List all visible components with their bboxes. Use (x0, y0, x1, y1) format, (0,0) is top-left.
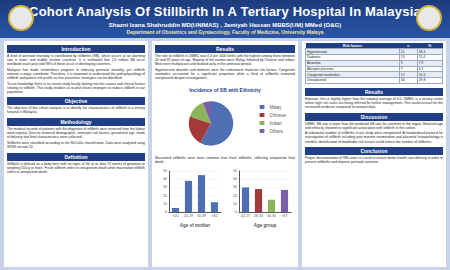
svg-text:Age of mother: Age of mother (180, 223, 211, 228)
html-text:Diabetes: Diabetes (307, 55, 321, 60)
html-text:Stillbirth is defined as a bab: Stillbirth is defined as a baby born wit… (7, 161, 145, 174)
svg-text:30: 30 (233, 186, 237, 190)
svg-text:<20: <20 (173, 214, 179, 218)
svg-text:Chinese: Chinese (269, 112, 286, 117)
html-text:29.8: 29.8 (418, 78, 426, 83)
svg-text:>37: >37 (282, 214, 288, 218)
html-text:Congenital anomalies: Congenital anomalies (307, 72, 340, 77)
html-text:n: n (407, 43, 410, 48)
svg-text:28-33: 28-33 (254, 214, 263, 218)
html-text:7.9: 7.9 (418, 61, 424, 66)
html-text:12: 12 (400, 72, 405, 77)
html-text:A third of perinatal mortality: A third of perinatal mortality is contri… (7, 54, 145, 67)
html-text:Methodology: Methodology (60, 119, 92, 125)
html-text:18.4: 18.4 (418, 49, 426, 54)
html-text:Risk factors: Risk factors (342, 43, 363, 48)
svg-text:Others: Others (269, 128, 283, 133)
html-text:13: 13 (400, 55, 405, 60)
svg-text:Indian: Indian (269, 120, 282, 125)
html-text:Cohort Analysis Of Stillbirth: Cohort Analysis Of Stillbirth In A Terti… (29, 4, 421, 19)
svg-text:0: 0 (235, 210, 237, 214)
svg-text:10: 10 (163, 202, 167, 206)
html-text:The objective of this cohort a: The objective of this cohort analysis is… (7, 106, 145, 115)
html-text:Discussion: Discussion (360, 113, 388, 120)
html-text:Unexplained: Unexplained (307, 78, 326, 83)
svg-text:22-27: 22-27 (241, 214, 250, 218)
svg-text:Age group: Age group (254, 223, 277, 228)
html-text:The medical records of patient: The medical records of patients with the… (7, 127, 145, 140)
html-text:6.1: 6.1 (418, 66, 424, 71)
html-text:7: 7 (400, 66, 403, 71)
svg-text:20: 20 (233, 194, 237, 198)
html-text:Proper documentation of SB cas: Proper documentation of SB cases is cruc… (305, 156, 443, 165)
svg-text:0: 0 (165, 210, 167, 214)
svg-text:10: 10 (233, 202, 237, 206)
svg-text:20: 20 (163, 194, 167, 198)
svg-text:Malay: Malay (269, 104, 282, 109)
html-text:A substantial number of stillb: A substantial number of stillbirths in o… (305, 131, 443, 144)
html-text:Shazni Izana Shahruddin MD(UNI: Shazni Izana Shahruddin MD(UNIMAS) , Jam… (108, 22, 342, 28)
svg-text:40: 40 (163, 177, 167, 181)
html-text:Results: Results (216, 46, 234, 52)
svg-text:30: 30 (163, 186, 167, 190)
html-text:Introduction: Introduction (61, 46, 91, 52)
html-text:Results: Results (365, 88, 383, 95)
svg-text:Incidence of SB with Ethnicity: Incidence of SB with Ethnicity (189, 86, 261, 92)
svg-text:30-39: 30-39 (197, 214, 206, 218)
html-text:Department of Obstetrics and G: Department of Obstetrics and Gynaecology… (126, 29, 324, 35)
svg-text:40: 40 (233, 177, 237, 181)
html-text:Macerated stillbirths were mor: Macerated stillbirths were more common t… (155, 155, 295, 164)
html-text:Hypertensive disorder and diab: Hypertensive disorder and diabetes were … (155, 67, 295, 80)
html-text:The rate of stillbirth in UMMC: The rate of stillbirth in UMMC was 6.3 p… (155, 54, 295, 67)
html-text:34: 34 (400, 78, 405, 83)
svg-text:20-29: 20-29 (184, 214, 193, 218)
html-text:Abruptio placenta: Abruptio placenta (307, 66, 334, 71)
html-text:21: 21 (400, 49, 405, 54)
svg-text:34-36: 34-36 (267, 214, 276, 218)
svg-text:>40: >40 (212, 214, 218, 218)
html-text:Anaemia: Anaemia (307, 61, 321, 66)
svg-text:50: 50 (233, 169, 237, 173)
svg-text:50: 50 (163, 169, 167, 173)
html-text:Stillbirths were classified ac: Stillbirths were classified according to… (7, 140, 145, 149)
html-text:Definition: Definition (64, 153, 88, 160)
html-text:Objective: Objective (64, 98, 88, 105)
html-text:Malaysia has made tremendous p: Malaysia has made tremendous progress in… (7, 67, 145, 80)
html-text:11.4: 11.4 (418, 55, 425, 60)
html-text:9: 9 (400, 61, 403, 66)
html-text:Conclusion: Conclusion (360, 148, 388, 155)
html-text:Hypertension: Hypertension (307, 49, 327, 54)
html-text:However, this is slightly high: However, this is slightly higher than th… (305, 96, 443, 110)
html-text:To our knowledge there is no r: To our knowledge there is no recent stud… (7, 81, 145, 94)
html-text:UMMC SB rate is lower than the: UMMC SB rate is lower than the predicted… (305, 121, 443, 130)
html-text:10.5: 10.5 (418, 72, 426, 77)
